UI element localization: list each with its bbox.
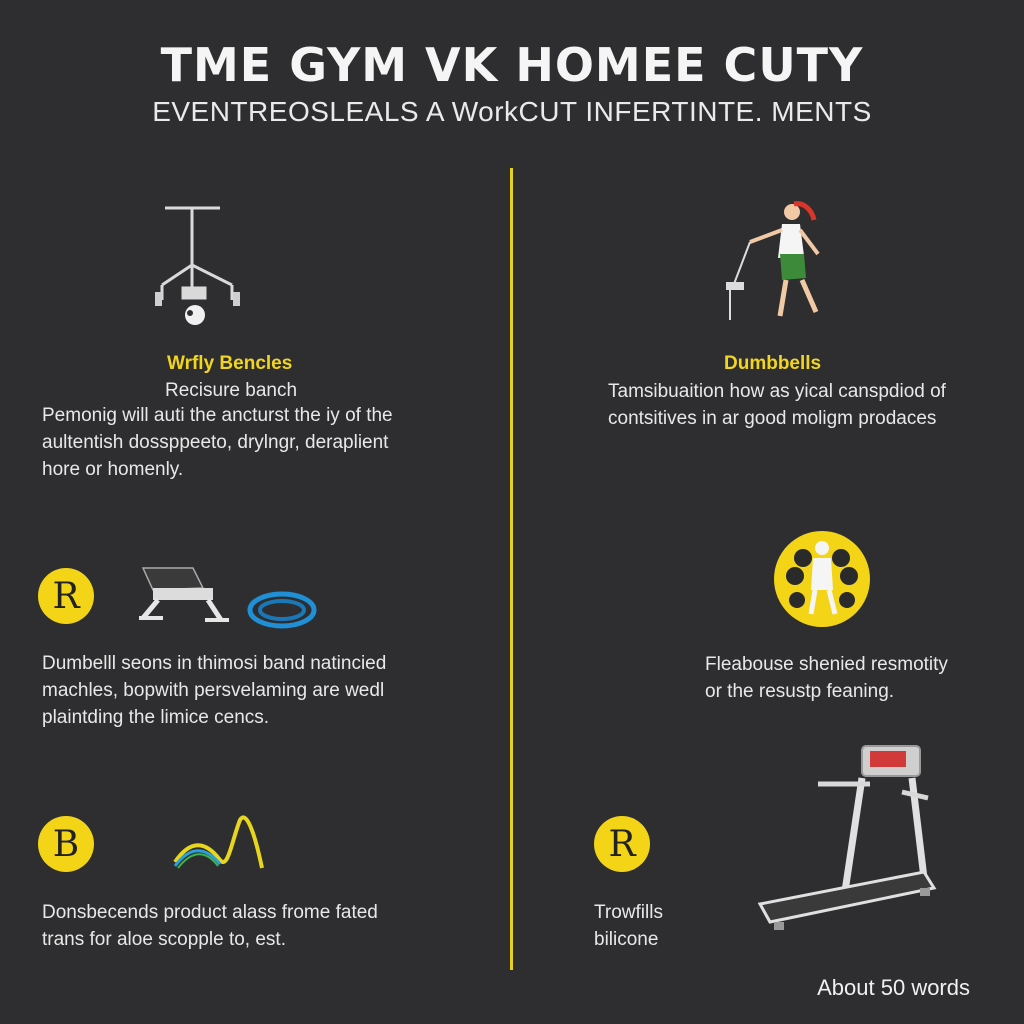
- treadmill-icon: [757, 745, 937, 930]
- body-line: Donsbecends product alass frome fated: [42, 902, 378, 923]
- column-divider: [510, 168, 513, 970]
- section-body-benches: Pemonig will auti the ancturst the iy of…: [42, 402, 482, 483]
- body-line: Pemonig will auti the ancturst the iy of…: [42, 405, 393, 426]
- body-line: or the resustp feaning.: [705, 681, 895, 702]
- body-line: Dumbelll seons in thimosi band natincied: [42, 653, 387, 674]
- body-line: contsitives in ar good moligm prodaces: [608, 408, 937, 429]
- letter-badge: R: [594, 816, 650, 872]
- section-body-trowfills: Trowfills bilicone: [594, 899, 744, 953]
- word-count-note: About 50 words: [817, 975, 970, 1000]
- body-line: Fleabouse shenied resmotity: [705, 654, 948, 675]
- letter-badge: R: [38, 568, 94, 624]
- section-body-resmotity: Fleabouse shenied resmotity or the resus…: [705, 651, 1005, 705]
- body-line: bilicone: [594, 929, 659, 950]
- section-subheading-bench: Recisure banch: [165, 380, 298, 401]
- section-body-dumbbells: Tamsibuaition how as yical canspdiod of …: [608, 378, 1008, 432]
- resistance-band-icon: [173, 815, 264, 869]
- dumbbell-athlete-icon: [774, 531, 870, 627]
- body-line: aultentish dossppeeto, drylngr, deraplie…: [42, 432, 389, 453]
- runner-icon: [726, 201, 820, 320]
- bench-icon: [139, 567, 229, 622]
- body-line: hore or homenly.: [42, 459, 184, 480]
- page-subtitle: EVENTREOSLEALS A WorkCUT INFERTINTE. MEN…: [152, 96, 872, 127]
- section-body-product: Donsbecends product alass frome fated tr…: [42, 899, 482, 953]
- letter-badge: B: [38, 816, 94, 872]
- jump-rope-icon: [247, 591, 317, 629]
- section-body-dumbbell: Dumbelll seons in thimosi band natincied…: [42, 650, 482, 731]
- weight-rack-icon: [155, 206, 240, 325]
- section-heading-benches: Wrfly Bencles: [167, 353, 293, 374]
- body-line: Trowfills: [594, 902, 663, 923]
- page-title: TME GYM VK HOMEE CUTY: [160, 38, 864, 92]
- body-line: plaintding the limice cencs.: [42, 707, 270, 728]
- section-heading-dumbbells: Dumbbells: [724, 353, 822, 374]
- body-line: machles, bopwith persvelaming are wedl: [42, 680, 385, 701]
- body-line: Tamsibuaition how as yical canspdiod of: [608, 381, 946, 402]
- body-line: trans for aloe scopple to, est.: [42, 929, 286, 950]
